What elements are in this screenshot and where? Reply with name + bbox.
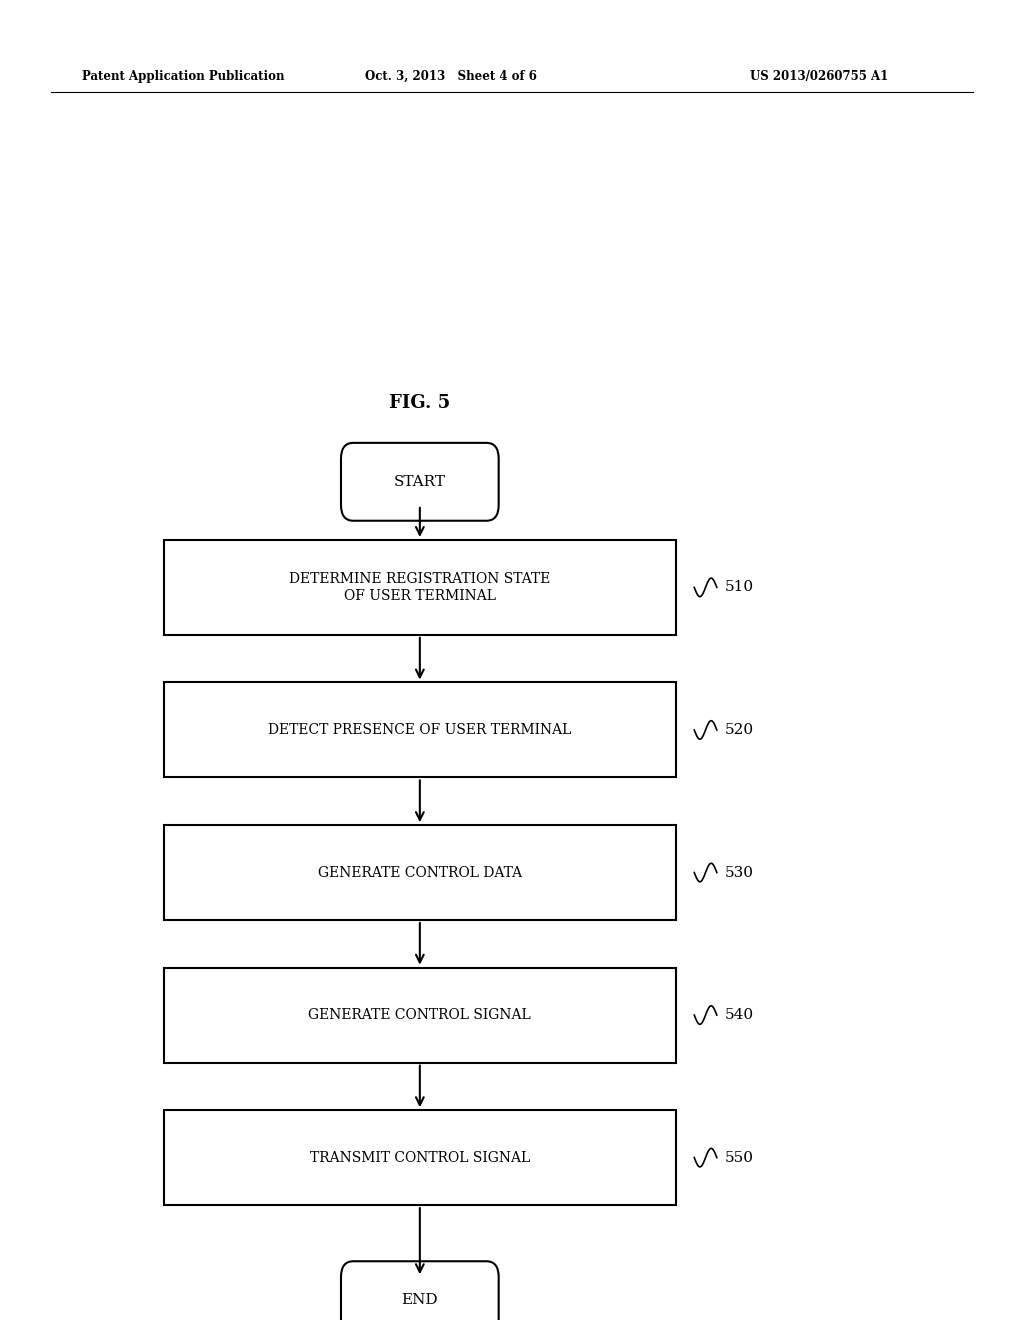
Text: 530: 530 <box>725 866 754 879</box>
Text: Patent Application Publication: Patent Application Publication <box>82 70 285 83</box>
Bar <box>164 968 676 1063</box>
Text: GENERATE CONTROL SIGNAL: GENERATE CONTROL SIGNAL <box>308 1008 531 1022</box>
Text: FIG. 5: FIG. 5 <box>389 393 451 412</box>
Text: END: END <box>401 1294 438 1307</box>
Bar <box>164 1110 676 1205</box>
Text: 510: 510 <box>725 581 754 594</box>
Text: US 2013/0260755 A1: US 2013/0260755 A1 <box>750 70 889 83</box>
Text: DETECT PRESENCE OF USER TERMINAL: DETECT PRESENCE OF USER TERMINAL <box>268 723 571 737</box>
FancyBboxPatch shape <box>341 442 499 520</box>
Text: TRANSMIT CONTROL SIGNAL: TRANSMIT CONTROL SIGNAL <box>309 1151 530 1164</box>
Text: 520: 520 <box>725 723 754 737</box>
Text: GENERATE CONTROL DATA: GENERATE CONTROL DATA <box>317 866 522 879</box>
Bar <box>164 540 676 635</box>
FancyBboxPatch shape <box>341 1262 499 1320</box>
Text: Oct. 3, 2013   Sheet 4 of 6: Oct. 3, 2013 Sheet 4 of 6 <box>365 70 537 83</box>
Text: 540: 540 <box>725 1008 754 1022</box>
Text: START: START <box>394 475 445 488</box>
Text: 550: 550 <box>725 1151 754 1164</box>
Text: DETERMINE REGISTRATION STATE
OF USER TERMINAL: DETERMINE REGISTRATION STATE OF USER TER… <box>289 573 551 602</box>
Bar <box>164 825 676 920</box>
Bar <box>164 682 676 777</box>
